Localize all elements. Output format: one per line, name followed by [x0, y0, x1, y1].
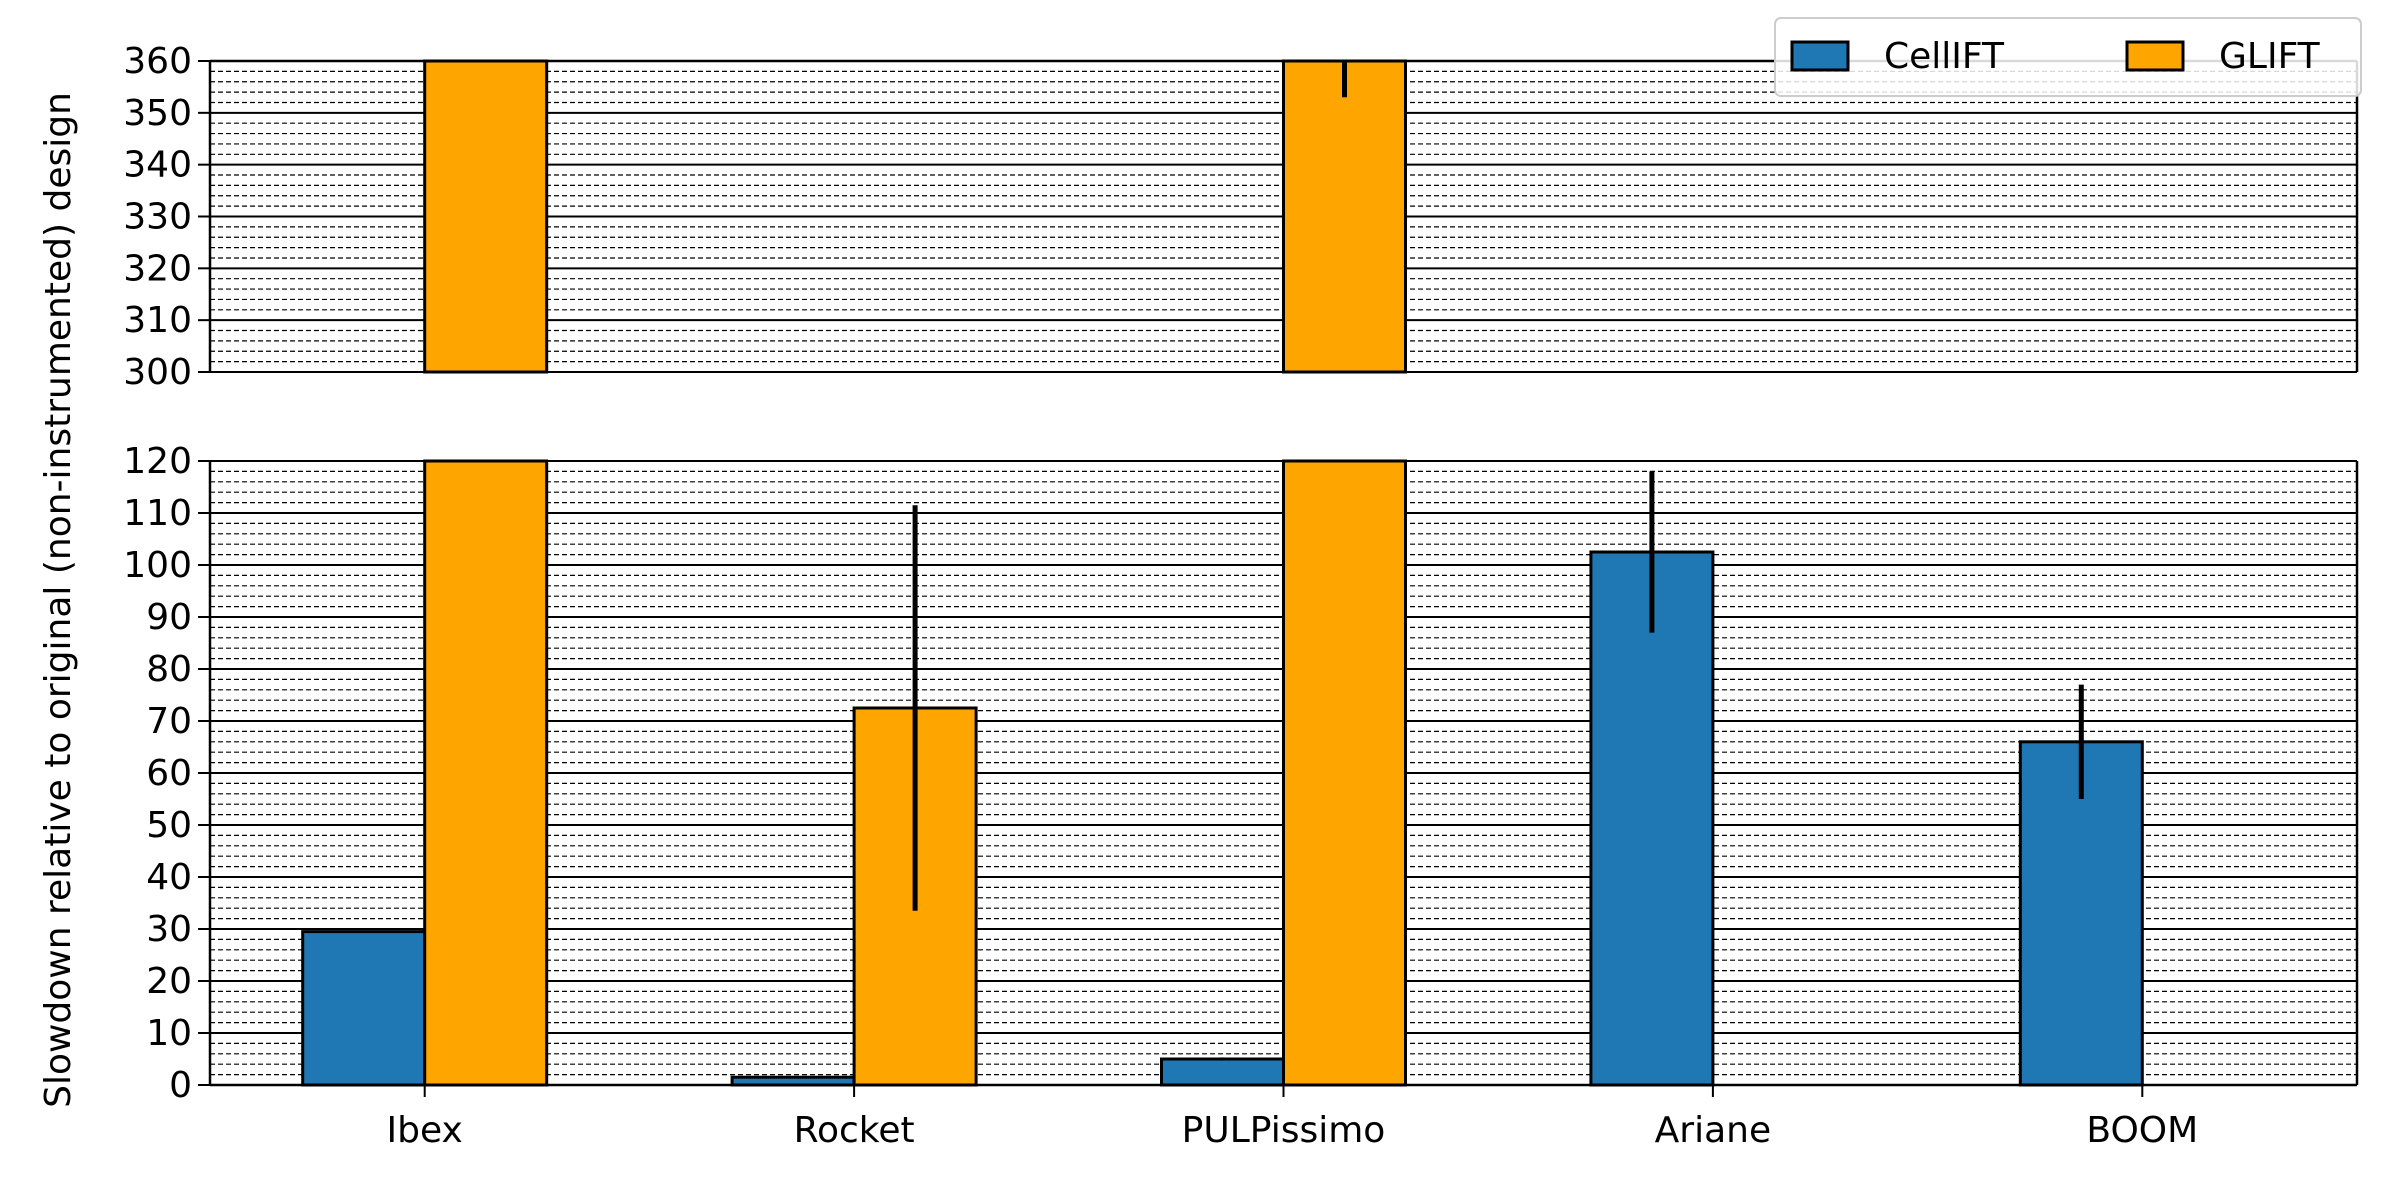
xtick-label-boom: BOOM [2086, 1110, 2198, 1151]
lower-ytick-label: 80 [146, 649, 192, 690]
legend-swatch-glift [2125, 40, 2185, 72]
bar-glift-ibex [423, 459, 549, 1087]
lower-ytick-label: 100 [123, 545, 192, 586]
lower-ytick-label: 110 [123, 493, 192, 534]
upper-ytick-label: 300 [123, 352, 192, 393]
lower-ytick-label: 0 [169, 1065, 192, 1106]
upper-ytick-label: 310 [123, 300, 192, 341]
xtick-label-pulpissimo: PULPissimo [1182, 1110, 1386, 1151]
bar-upper-glift-ibex [423, 59, 549, 374]
bar-cellift-ibex [301, 930, 427, 1087]
legend-label-glift: GLIFT [2219, 36, 2321, 77]
lower-ytick-label: 120 [123, 441, 192, 482]
xtick-label-ariane: Ariane [1655, 1110, 1771, 1151]
upper-ytick-label: 360 [123, 41, 192, 82]
legend-box [1774, 17, 2362, 97]
bars-layer [301, 59, 2144, 1087]
bar-upper-glift-pulpissimo [1282, 59, 1407, 374]
xtick-label-rocket: Rocket [794, 1110, 915, 1151]
bar-glift-pulpissimo [1282, 459, 1407, 1087]
ticks-layer: 300 310 320 330 340 350 360 0 10 20 30 40 50 60 70 80 90… [123, 41, 2198, 1151]
lower-ytick-label: 90 [146, 597, 192, 638]
xtick-label-ibex: Ibex [387, 1110, 463, 1151]
bar-cellift-pulpissimo [1160, 1057, 1285, 1087]
upper-ytick-label: 340 [123, 145, 192, 186]
lower-ytick-label: 20 [146, 961, 192, 1002]
lower-ytick-label: 10 [146, 1013, 192, 1054]
upper-ytick-label: 350 [123, 93, 192, 134]
upper-ytick-label: 330 [123, 197, 192, 238]
lower-ytick-label: 40 [146, 857, 192, 898]
legend-label-cellift: CellIFT [1884, 36, 2005, 77]
lower-ytick-label: 60 [146, 753, 192, 794]
upper-ytick-label: 320 [123, 248, 192, 289]
lower-ytick-label: 70 [146, 701, 192, 742]
lower-ytick-label: 30 [146, 909, 192, 950]
lower-ytick-label: 50 [146, 805, 192, 846]
legend-swatch-cellift [1790, 40, 1850, 72]
y-axis-title: Slowdown relative to original (non-instr… [38, 92, 79, 1108]
legend: CellIFT GLIFT [1774, 17, 2362, 97]
